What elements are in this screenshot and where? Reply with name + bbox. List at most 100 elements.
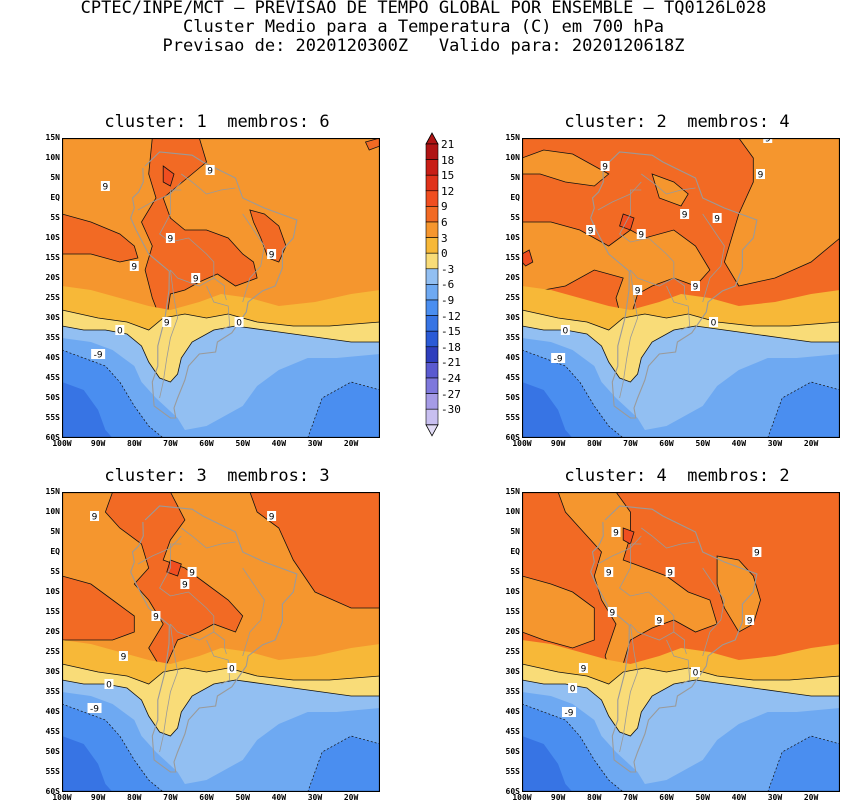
colorbar-label: -24 — [441, 372, 461, 385]
lon-tick-label: 30W — [767, 793, 783, 802]
contour-9-region — [62, 575, 135, 641]
contour-label-text: 9 — [613, 529, 619, 539]
lon-tick-label: 40W — [271, 793, 287, 802]
country-border — [666, 639, 691, 685]
lat-tick-label: EQ — [510, 547, 520, 556]
colorbar-label: -12 — [441, 309, 461, 323]
lon-tick-label: 50W — [695, 439, 710, 448]
lat-tick-label: 10N — [45, 507, 60, 516]
contour-label: 9 — [162, 317, 172, 329]
lon-tick-label: 90W — [550, 793, 566, 802]
lon-tick-label: 50W — [235, 793, 250, 802]
lon-tick-label: 70W — [163, 439, 178, 448]
contour-label-text: 9 — [693, 283, 699, 293]
lon-tick-label: 40W — [271, 439, 287, 448]
contour-label-text: 0 — [106, 681, 112, 691]
contour-label: 9 — [118, 651, 128, 663]
lon-tick-label: 100W — [52, 439, 72, 448]
contour-label-text: 9 — [638, 231, 644, 241]
lon-tick-label: 50W — [235, 439, 250, 448]
lat-tick-label: 10S — [45, 587, 60, 596]
lat-tick-label: 20S — [505, 273, 520, 282]
lon-tick-label: 60W — [659, 439, 674, 448]
band-minus12 — [62, 382, 113, 438]
contour-label: 9 — [267, 511, 277, 523]
lat-tick-label: 35S — [45, 687, 60, 696]
lat-tick-label: 35S — [505, 687, 520, 696]
contour-label-text: -9 — [564, 709, 573, 719]
colorbar-label: -3 — [441, 262, 455, 276]
coastline — [130, 505, 298, 773]
coastline — [590, 151, 758, 419]
lat-tick-label: 5S — [50, 567, 60, 576]
plot-frame — [522, 138, 840, 438]
lat-tick-label: 25S — [505, 293, 520, 302]
contour-label: 9 — [165, 233, 175, 245]
contour-label-text: 9 — [164, 319, 170, 329]
lat-tick-label: 50S — [505, 393, 520, 402]
contour-label: 9 — [611, 527, 621, 539]
country-border — [702, 567, 725, 657]
contour-label: 9 — [267, 249, 277, 261]
lat-tick-label: 15S — [505, 607, 520, 616]
country-border — [159, 543, 215, 641]
lon-tick-label: 70W — [163, 793, 178, 802]
map-plot-area: 9 9 9 9 9 9 9 0 0 -9 — [62, 138, 380, 438]
lon-tick-label: 60W — [659, 793, 674, 802]
country-border — [641, 173, 696, 195]
lat-tick-label: 60S — [505, 433, 520, 442]
contour-label-text: 0 — [693, 669, 699, 679]
coastline — [590, 505, 758, 773]
contour-label: 9 — [680, 209, 690, 221]
lat-tick-label: 15S — [505, 253, 520, 262]
contour-label: 9 — [180, 579, 190, 591]
lat-tick-label: 40S — [505, 353, 520, 362]
contour-label: 0 — [690, 667, 700, 679]
contour-label: 9 — [690, 281, 700, 293]
panel-title: cluster: 3 membros: 3 — [104, 466, 330, 486]
contour-label: 9 — [151, 611, 161, 623]
lon-tick-label: 80W — [587, 439, 602, 448]
lat-tick-label: 15N — [45, 487, 60, 496]
country-border — [673, 277, 687, 301]
contour-label: 9 — [752, 547, 762, 559]
contour-label: 9 — [191, 273, 201, 285]
colorbar-swatch — [425, 252, 439, 270]
colorbar-swatch — [425, 206, 439, 223]
contour-label: 9 — [187, 567, 197, 579]
contour-label: 9 — [665, 567, 675, 579]
colorbar-label: 0 — [441, 247, 448, 261]
lon-tick-label: 100W — [52, 793, 72, 802]
contour-label-text: 9 — [102, 183, 108, 193]
plot-frame — [62, 492, 380, 792]
contour-label-text: 9 — [269, 251, 275, 261]
colorbar-label: -15 — [441, 325, 461, 339]
lon-tick-label: 20W — [803, 793, 819, 802]
contour-label: -9 — [91, 349, 106, 361]
contour-label-text: 9 — [581, 665, 587, 675]
colorbar-label: 18 — [441, 153, 455, 167]
contour-label-text: 9 — [765, 138, 771, 145]
country-border — [673, 631, 687, 655]
lat-tick-label: 5S — [510, 567, 520, 576]
colorbar-swatch — [425, 221, 439, 238]
lon-tick-label: 20W — [803, 439, 819, 448]
lat-tick-label: 30S — [505, 667, 520, 676]
contour-9-region — [62, 213, 139, 263]
contour-label-text: 9 — [168, 235, 174, 245]
contour-label: 9 — [604, 567, 614, 579]
contour-label-text: 9 — [754, 549, 760, 559]
contour-label: 0 — [104, 679, 114, 691]
colorbar-label: -21 — [441, 356, 461, 370]
lat-tick-label: 5S — [50, 213, 60, 222]
country-border — [619, 543, 675, 641]
panel-title: cluster: 1 membros: 6 — [104, 112, 330, 132]
colorbar-label: 3 — [441, 231, 448, 245]
contour-label-text: 0 — [236, 319, 242, 329]
lat-tick-label: 40S — [505, 707, 520, 716]
country-border — [213, 631, 227, 655]
lat-tick-label: EQ — [50, 193, 60, 202]
colorbar-swatch — [425, 190, 439, 207]
contour-label-text: -9 — [90, 705, 99, 715]
